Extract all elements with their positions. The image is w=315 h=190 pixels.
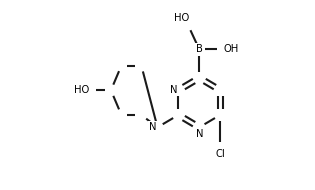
Text: N: N	[149, 122, 157, 132]
Text: N: N	[170, 85, 177, 95]
Text: Cl: Cl	[215, 149, 225, 159]
Text: B: B	[196, 44, 203, 54]
Text: OH: OH	[224, 44, 239, 54]
Text: HO: HO	[174, 13, 189, 23]
Text: HO: HO	[74, 85, 89, 95]
Text: N: N	[196, 129, 203, 139]
